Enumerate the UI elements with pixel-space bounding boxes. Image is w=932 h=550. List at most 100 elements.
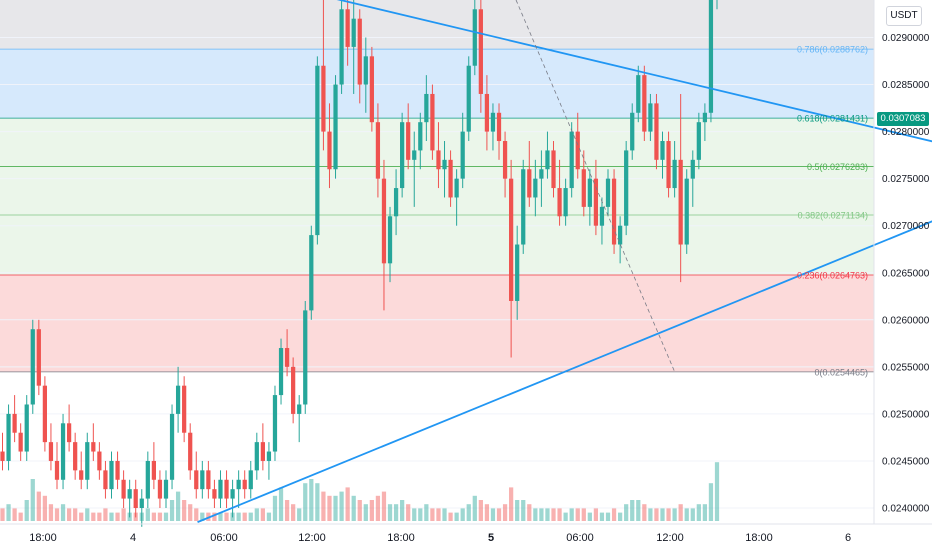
volume-bar	[581, 508, 586, 521]
candle-body	[702, 112, 708, 123]
volume-bar	[630, 500, 635, 521]
candle-body	[369, 56, 374, 123]
candle-body	[248, 470, 253, 490]
candle-body	[478, 9, 483, 94]
candle-body	[533, 178, 538, 198]
price-tick-label: 0.0245000	[882, 456, 930, 467]
volume-bar	[6, 504, 11, 521]
candle-body	[48, 442, 54, 461]
price-tick-label: 0.0290000	[882, 33, 930, 44]
candle-body	[351, 18, 356, 47]
candle-body	[375, 122, 381, 179]
candle-body	[521, 169, 526, 245]
candle-body	[575, 131, 580, 170]
volume-bar	[200, 512, 205, 521]
candle-body	[412, 150, 417, 160]
volume-bar	[454, 512, 459, 521]
candle-body	[654, 103, 659, 160]
price-tick-label: 0.0270000	[882, 221, 930, 232]
volume-bar	[478, 500, 483, 521]
candle-body	[182, 385, 187, 433]
time-axis[interactable]: 18:00 4 06:00 12:00 18:00 5 06:00 12:00 18:00 6	[0, 523, 932, 544]
volume-bar	[654, 508, 659, 521]
volume-bar	[315, 483, 320, 521]
volume-bar	[387, 504, 393, 521]
volume-bar	[690, 508, 695, 521]
price-axis[interactable]: 0.0240000 0.0245000 0.0250000 0.0255000 0.02…	[873, 0, 930, 524]
volume-bar	[218, 512, 223, 521]
price-tick-label: 0.0275000	[882, 174, 930, 185]
candle-body	[30, 329, 35, 405]
volume-bars	[0, 462, 720, 521]
trendlines[interactable]	[0, 0, 932, 523]
candle-body	[103, 470, 108, 490]
candle-body	[145, 460, 150, 499]
volume-bar	[642, 504, 647, 521]
fib-anchor-line	[515, 0, 676, 372]
volume-bar	[30, 479, 35, 521]
candle-body	[545, 150, 550, 170]
candle-body	[387, 216, 393, 264]
volume-bar	[460, 508, 465, 521]
candle-body	[666, 141, 671, 189]
candle-body	[363, 56, 368, 85]
candle-body	[115, 460, 120, 480]
current-price-badge: 0.0307083	[877, 112, 929, 126]
candle-body	[563, 188, 568, 217]
price-tick-label: 0.0240000	[882, 504, 930, 515]
volume-bar	[60, 504, 66, 521]
volume-bar	[121, 508, 126, 521]
volume-bar	[327, 495, 332, 521]
trendline-lower[interactable]	[197, 199, 932, 523]
volume-bar	[236, 512, 241, 521]
candle-body	[188, 432, 193, 471]
trendline-upper[interactable]	[0, 0, 932, 154]
volume-bar	[260, 508, 265, 521]
volume-bar	[648, 508, 653, 521]
volume-bar	[91, 512, 96, 521]
volume-bar	[169, 500, 175, 521]
currency-label[interactable]: USDT	[886, 6, 922, 26]
volume-bar	[54, 508, 60, 521]
candle-body	[611, 178, 617, 245]
candle-body	[357, 18, 362, 85]
candle-body	[587, 178, 592, 207]
candle-body	[291, 366, 296, 414]
candle-body	[309, 235, 314, 311]
candle-body	[303, 310, 308, 405]
volume-bar	[151, 512, 156, 521]
volume-bar	[569, 508, 574, 521]
candle-body	[6, 413, 11, 461]
volume-bar	[666, 508, 671, 521]
candle-body	[696, 122, 701, 160]
candle-body	[36, 329, 41, 386]
candle-body	[212, 489, 217, 499]
candle-body	[194, 470, 199, 490]
fib-level-label: 0.5(0.0276283)	[807, 162, 868, 172]
volume-bar	[0, 508, 5, 521]
volume-bar	[79, 512, 84, 521]
candle-body	[18, 432, 23, 452]
time-tick-label: 18:00	[387, 532, 415, 544]
volume-bar	[527, 504, 532, 521]
candle-body	[690, 159, 695, 179]
volume-bar	[345, 487, 350, 521]
candle-body	[393, 188, 399, 217]
volume-bar	[272, 495, 278, 521]
volume-bar	[309, 479, 314, 521]
candle-body	[472, 9, 477, 66]
candlesticks	[0, 0, 718, 527]
candle-body	[157, 479, 163, 499]
volume-bar	[12, 508, 17, 521]
volume-bar	[557, 508, 562, 521]
volume-bar	[163, 512, 169, 521]
time-tick-label: 5	[488, 532, 494, 544]
volume-bar	[357, 500, 362, 521]
volume-bar	[605, 512, 611, 521]
candle-body	[151, 460, 156, 480]
volume-bar	[636, 500, 641, 521]
volume-bar	[509, 487, 514, 521]
volume-bar	[351, 495, 356, 521]
candle-body	[272, 395, 278, 452]
